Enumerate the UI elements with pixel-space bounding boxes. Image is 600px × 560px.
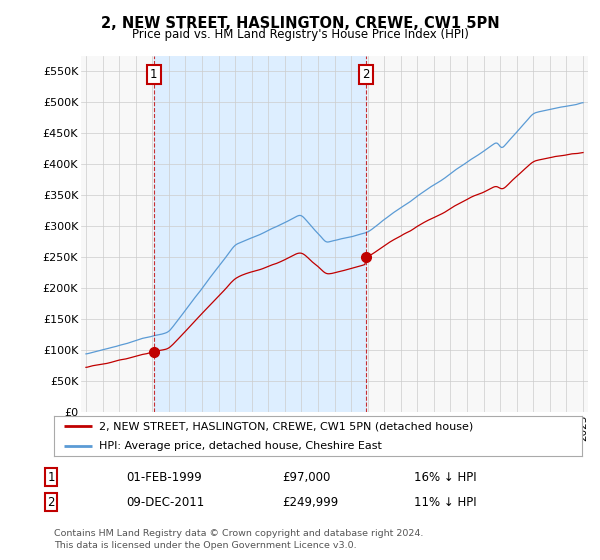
Text: 01-FEB-1999: 01-FEB-1999 xyxy=(126,470,202,484)
Text: 11% ↓ HPI: 11% ↓ HPI xyxy=(414,496,476,509)
Text: 1: 1 xyxy=(47,470,55,484)
Text: 2, NEW STREET, HASLINGTON, CREWE, CW1 5PN: 2, NEW STREET, HASLINGTON, CREWE, CW1 5P… xyxy=(101,16,499,31)
Bar xyxy=(154,56,367,412)
Text: 16% ↓ HPI: 16% ↓ HPI xyxy=(414,470,476,484)
Text: 2: 2 xyxy=(362,68,370,81)
Text: Contains HM Land Registry data © Crown copyright and database right 2024.
This d: Contains HM Land Registry data © Crown c… xyxy=(54,529,424,550)
Text: £97,000: £97,000 xyxy=(282,470,331,484)
Text: 2, NEW STREET, HASLINGTON, CREWE, CW1 5PN (detached house): 2, NEW STREET, HASLINGTON, CREWE, CW1 5P… xyxy=(99,421,473,431)
Text: 1: 1 xyxy=(150,68,157,81)
Text: HPI: Average price, detached house, Cheshire East: HPI: Average price, detached house, Ches… xyxy=(99,441,382,451)
Text: £249,999: £249,999 xyxy=(282,496,338,509)
Text: 09-DEC-2011: 09-DEC-2011 xyxy=(126,496,204,509)
Text: 2: 2 xyxy=(47,496,55,509)
Text: Price paid vs. HM Land Registry's House Price Index (HPI): Price paid vs. HM Land Registry's House … xyxy=(131,28,469,41)
